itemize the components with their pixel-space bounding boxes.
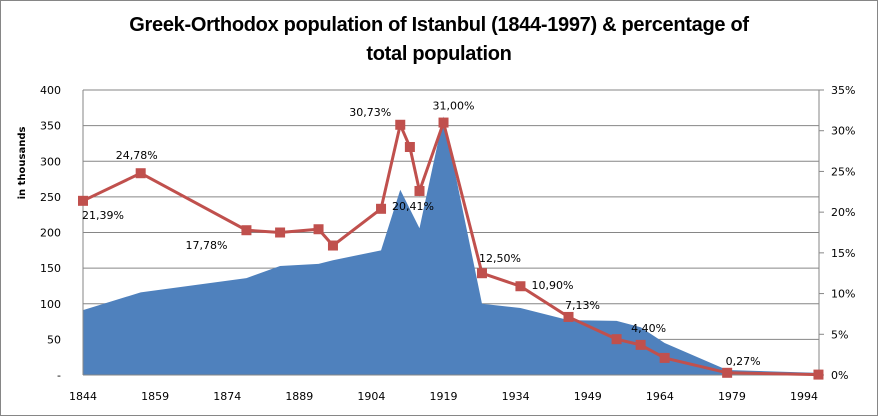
population-area [83,116,819,376]
y-tick-label: - [57,369,61,382]
y2-tick-label: 20% [831,206,855,219]
data-label: 21,39% [82,209,124,222]
data-label: 31,00% [433,100,475,113]
y2-tick-label: 5% [831,328,848,341]
x-tick-label: 1934 [502,390,530,403]
percentage-marker [722,367,733,378]
percentage-marker [135,168,146,179]
percentage-marker [404,142,415,152]
x-tick-label: 1874 [213,390,241,403]
y-tick-label: 400 [40,84,61,97]
percentage-marker [813,369,824,380]
percentage-marker [376,203,387,214]
y2-tick-label: 35% [831,84,855,97]
percentage-marker [395,119,406,130]
y-tick-label: 50 [47,333,61,346]
y-tick-label: 350 [40,120,61,133]
data-label: 12,50% [479,252,521,265]
percentage-marker [78,195,88,206]
data-label: 30,73% [349,106,391,119]
data-label: 7,13% [565,299,600,312]
y2-tick-label: 15% [831,247,855,260]
percentage-marker [515,281,526,292]
percentage-marker [611,334,622,345]
percentage-marker [659,352,670,363]
x-tick-label: 1919 [430,390,458,403]
y-tick-label: 250 [40,191,61,204]
x-tick-label: 1964 [646,390,674,403]
y-axis-title: in thousands [17,127,28,200]
data-label: 24,78% [116,149,158,162]
percentage-marker [241,225,252,236]
x-tick-label: 1994 [790,390,818,403]
y2-tick-label: 10% [831,288,855,301]
percentage-marker [313,224,324,235]
chart-title: Greek-Orthodox population of Istanbul (1… [129,14,749,65]
x-tick-label: 1889 [285,390,313,403]
data-label: 17,78% [185,239,227,252]
data-label: 0,27% [726,355,761,368]
y-tick-label: 100 [40,298,61,311]
y2-tick-label: 25% [831,165,855,178]
percentage-marker [275,227,286,238]
data-label: 20,41% [392,200,434,213]
percentage-marker [414,185,425,196]
y-tick-label: 150 [40,262,61,275]
percentage-marker [563,311,574,322]
x-tick-label: 1949 [574,390,602,403]
x-tick-label: 1904 [357,390,385,403]
data-label: 10,90% [531,279,573,292]
x-tick-label: 1859 [141,390,169,403]
y-tick-label: 200 [40,227,61,240]
x-tick-label: 1844 [69,390,97,403]
x-tick-label: 1979 [718,390,746,403]
y2-tick-label: 0% [831,369,848,382]
percentage-marker [438,117,449,128]
y2-tick-label: 30% [831,125,855,138]
percentage-marker [476,268,487,279]
data-label: 4,40% [631,322,666,335]
y-tick-label: 300 [40,155,61,168]
percentage-marker [327,240,338,251]
percentage-marker [635,339,646,350]
